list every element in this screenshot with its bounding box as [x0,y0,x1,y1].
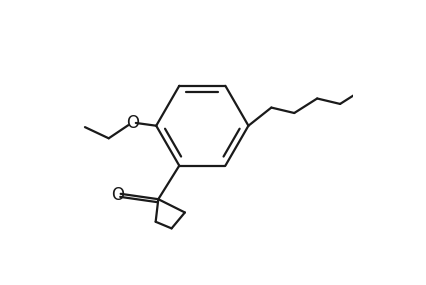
Text: O: O [126,114,138,132]
Text: O: O [111,186,124,204]
